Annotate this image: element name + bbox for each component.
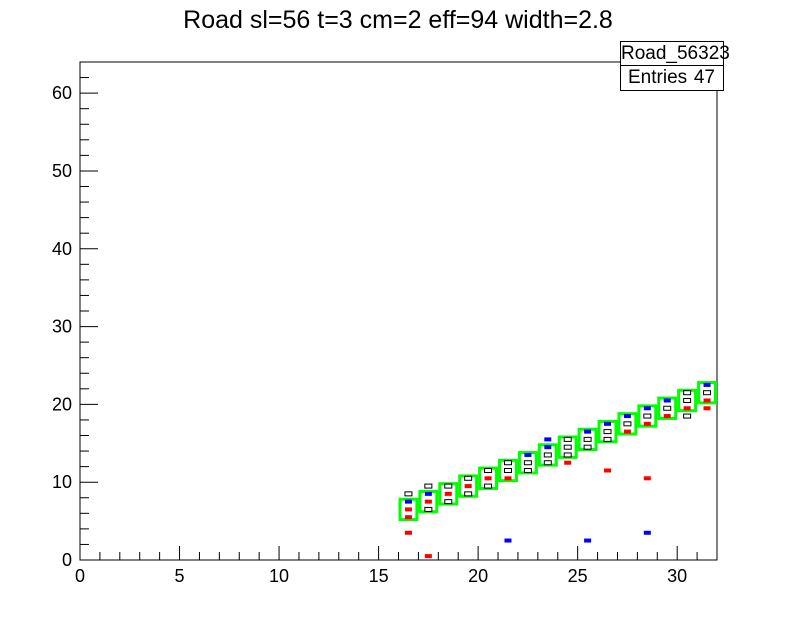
road-box <box>657 396 678 420</box>
black-hit-marker <box>563 452 572 458</box>
red-hit-marker <box>444 491 452 496</box>
blue-hit-marker <box>424 491 432 496</box>
black-hit-marker <box>683 397 692 403</box>
black-hit-marker <box>543 460 552 466</box>
x-tick-label: 5 <box>175 566 185 586</box>
blue-hit-marker <box>524 452 532 457</box>
red-hit-marker <box>424 499 432 504</box>
blue-hit-marker <box>504 538 512 543</box>
black-hit-marker <box>663 405 672 411</box>
x-tick-label: 30 <box>667 566 687 586</box>
red-hit-marker <box>643 421 651 426</box>
blue-hit-marker <box>584 538 592 543</box>
black-hit-marker <box>424 506 433 512</box>
blue-hit-marker <box>643 406 651 411</box>
black-hit-marker <box>563 436 572 442</box>
stats-box: Road_56323 Entries 47 <box>620 41 730 91</box>
red-hit-marker <box>623 429 631 434</box>
red-hit-marker <box>703 398 711 403</box>
y-tick-label: 50 <box>52 161 72 181</box>
black-hit-marker <box>424 483 433 489</box>
black-hit-marker <box>683 413 692 419</box>
red-hit-marker <box>604 468 612 473</box>
red-hit-marker <box>564 460 572 465</box>
black-hit-marker <box>484 468 493 474</box>
y-tick-label: 20 <box>52 394 72 414</box>
red-hit-marker <box>663 414 671 419</box>
red-hit-marker <box>484 476 492 481</box>
road-box <box>617 412 638 436</box>
black-hit-marker <box>503 460 512 466</box>
y-tick-label: 10 <box>52 472 72 492</box>
stats-histogram-name: Road_56323 <box>621 43 730 66</box>
black-hit-marker <box>523 468 532 474</box>
axis-ticks <box>79 61 718 561</box>
y-tick-label: 60 <box>52 83 72 103</box>
black-hit-marker <box>444 483 453 489</box>
black-hit-marker <box>563 444 572 450</box>
black-hit-marker <box>464 475 473 481</box>
y-tick-label: 30 <box>52 317 72 337</box>
red-hit-marker <box>404 530 412 535</box>
road-boxes <box>398 381 717 522</box>
black-hit-marker <box>503 468 512 474</box>
black-hit-marker <box>643 413 652 419</box>
red-hit-marker <box>703 406 711 411</box>
blue-hit-marker <box>404 499 412 504</box>
blue-hit-marker <box>544 437 552 442</box>
black-hit-marker <box>523 460 532 466</box>
black-hit-marker <box>603 436 612 442</box>
red-hit-marker <box>504 476 512 481</box>
blue-hit-marker <box>584 429 592 434</box>
stats-entries-value: 47 <box>693 67 715 88</box>
black-hit-marker <box>543 452 552 458</box>
x-tick-label: 10 <box>269 566 289 586</box>
x-tick-label: 25 <box>568 566 588 586</box>
axis-tick-labels: 0 5 10 15 20 25 30 0 10 20 30 40 50 60 <box>52 83 687 586</box>
blue-hit-marker <box>643 530 651 535</box>
black-hit-marker <box>404 491 413 497</box>
red-hit-marker <box>643 476 651 481</box>
black-hit-marker <box>623 421 632 427</box>
y-tick-label: 40 <box>52 239 72 259</box>
black-hit-marker <box>583 436 592 442</box>
black-hit-marker <box>683 390 692 396</box>
black-hit-marker <box>583 444 592 450</box>
road-box <box>637 404 658 428</box>
black-hit-marker <box>603 429 612 435</box>
x-tick-label: 20 <box>468 566 488 586</box>
x-tick-label: 0 <box>75 566 85 586</box>
red-hit-marker <box>464 484 472 489</box>
blue-hit-marker <box>703 382 711 387</box>
red-hit-marker <box>683 406 691 411</box>
blue-hit-marker <box>544 445 552 450</box>
stats-entries-row: Entries 47 <box>621 66 723 90</box>
x-tick-label: 15 <box>369 566 389 586</box>
black-hit-marker <box>484 483 493 489</box>
road-box <box>697 381 717 405</box>
blue-hit-marker <box>663 398 671 403</box>
stats-entries-label: Entries <box>628 67 688 88</box>
chart-title: Road sl=56 t=3 cm=2 eff=94 width=2.8 <box>183 6 613 34</box>
road-box <box>398 497 419 522</box>
blue-hit-marker <box>604 421 612 426</box>
black-hit-marker <box>703 390 712 396</box>
y-tick-label: 0 <box>62 550 72 570</box>
red-hit-marker <box>424 554 432 559</box>
black-hit-marker <box>444 499 453 505</box>
plot-frame <box>79 61 718 561</box>
data-markers <box>404 382 712 559</box>
blue-hit-marker <box>623 414 631 419</box>
black-hit-marker <box>464 491 473 497</box>
red-hit-marker <box>404 515 412 520</box>
red-hit-marker <box>404 507 412 512</box>
